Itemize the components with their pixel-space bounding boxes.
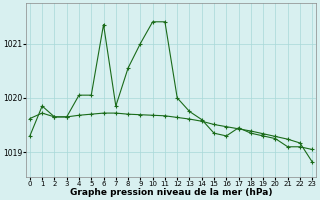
X-axis label: Graphe pression niveau de la mer (hPa): Graphe pression niveau de la mer (hPa) xyxy=(70,188,272,197)
